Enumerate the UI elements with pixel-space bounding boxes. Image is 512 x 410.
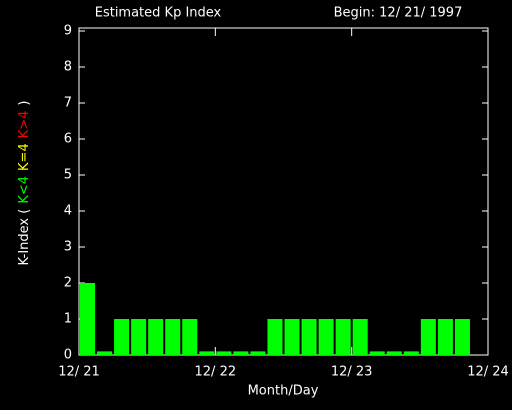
bar	[199, 351, 215, 355]
chart-subtitle: Begin: 12/ 21/ 1997	[334, 6, 463, 21]
x-tick-label: 12/ 24	[467, 365, 509, 380]
x-tick-label: 12/ 23	[331, 365, 373, 380]
bar	[284, 319, 300, 355]
bar	[233, 351, 249, 355]
bar	[216, 351, 232, 355]
legend-entry: K>4	[17, 111, 32, 139]
bar	[420, 319, 436, 355]
x-tick-label: 12/ 22	[195, 365, 237, 380]
bar	[352, 319, 368, 355]
y-tick-label: 4	[64, 204, 72, 219]
y-tick-label: 7	[64, 96, 72, 111]
legend-entry: K-Index (	[17, 209, 32, 266]
y-axis-label: K-Index ( K<4 K=4 K>4)	[17, 100, 32, 265]
legend-entry: K=4	[17, 143, 32, 171]
x-axis-label: Month/Day	[248, 384, 319, 399]
y-tick-label: 6	[64, 132, 72, 147]
bar	[267, 319, 283, 355]
bar	[301, 319, 317, 355]
bar	[114, 319, 130, 355]
x-tick-label: 12/ 21	[58, 365, 100, 380]
y-tick-label: 2	[64, 276, 72, 291]
legend-entry: K<4	[17, 176, 32, 204]
bar	[97, 351, 113, 355]
y-tick-label: 5	[64, 168, 72, 183]
bar	[318, 319, 334, 355]
bar	[148, 319, 164, 355]
bar	[131, 319, 147, 355]
y-tick-label: 0	[64, 348, 72, 363]
y-tick-label: 8	[64, 60, 72, 75]
bar	[369, 351, 385, 355]
y-tick-label: 3	[64, 240, 72, 255]
bar	[437, 319, 453, 355]
bar	[250, 351, 266, 355]
plot-frame	[78, 27, 489, 356]
bar	[403, 351, 419, 355]
bar	[454, 319, 470, 355]
y-tick-label: 9	[64, 24, 72, 39]
bar	[335, 319, 351, 355]
chart-title: Estimated Kp Index	[95, 6, 222, 21]
legend-entry: )	[17, 100, 32, 105]
bar	[80, 283, 96, 355]
y-tick-label: 1	[64, 312, 72, 327]
bar	[165, 319, 181, 355]
bar	[182, 319, 198, 355]
bar	[386, 351, 402, 355]
